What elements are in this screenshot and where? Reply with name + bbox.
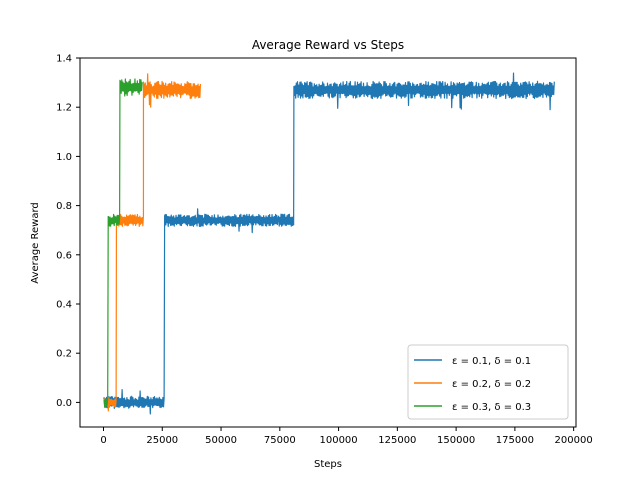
legend-label-1: ε = 0.1, δ = 0.1 — [452, 356, 531, 367]
x-tick-label: 75000 — [264, 435, 296, 446]
series-line-1 — [103, 72, 555, 415]
y-tick-label: 0.8 — [56, 201, 72, 212]
x-axis-title: Steps — [314, 459, 342, 470]
x-tick-label: 50000 — [205, 435, 237, 446]
x-tick-label: 175000 — [496, 435, 534, 446]
chart-title: Average Reward vs Steps — [252, 38, 404, 52]
y-tick-label: 1.2 — [56, 103, 72, 114]
y-axis-title: Average Reward — [30, 202, 41, 283]
plot-area — [79, 57, 577, 428]
x-tick-label: 100000 — [319, 435, 357, 446]
x-tick-label: 150000 — [437, 435, 475, 446]
y-tick-label: 1.0 — [56, 152, 72, 163]
legend-box — [407, 344, 569, 420]
x-axis: 0 25000 50000 75000 100000 125000 150000 175000… — [100, 427, 593, 446]
x-tick-label: 200000 — [555, 435, 593, 446]
legend-label-3: ε = 0.3, δ = 0.3 — [452, 402, 531, 413]
x-tick-label: 25000 — [146, 435, 178, 446]
legend-label-2: ε = 0.2, δ = 0.2 — [452, 379, 531, 390]
legend: ε = 0.1, δ = 0.1 ε = 0.2, δ = 0.2 ε = 0.3,… — [407, 344, 569, 420]
y-tick-label: 0.0 — [56, 398, 72, 409]
series-line-3 — [103, 78, 143, 408]
x-tick-label: 0 — [100, 435, 106, 446]
y-tick-label: 0.4 — [56, 300, 72, 311]
y-tick-label: 1.4 — [56, 54, 72, 65]
x-tick-label: 125000 — [378, 435, 416, 446]
y-tick-label: 0.6 — [56, 250, 72, 261]
y-axis: 0.0 0.2 0.4 0.6 0.8 1.0 1.2 1.4 — [56, 54, 80, 409]
plot-frame — [79, 57, 577, 428]
y-tick-label: 0.2 — [56, 349, 72, 360]
